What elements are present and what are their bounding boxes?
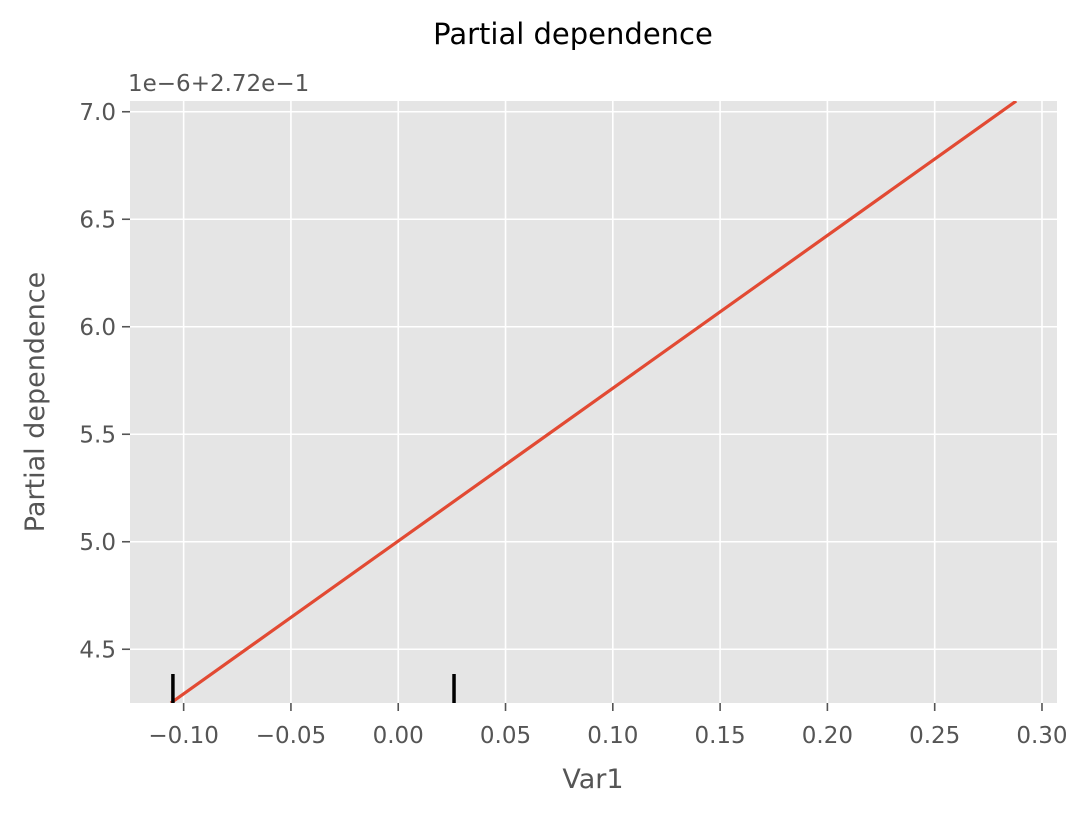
- x-axis-label: Var1: [562, 764, 623, 795]
- y-offset-label: 1e−6+2.72e−1: [128, 71, 309, 97]
- x-tick-label: 0.10: [587, 723, 638, 749]
- grid-lines: [130, 101, 1057, 703]
- y-tick-label: 5.0: [79, 530, 116, 556]
- y-tick-label: 7.0: [79, 100, 116, 126]
- x-tick-label: 0.05: [480, 723, 531, 749]
- x-tick-label: 0.20: [802, 723, 853, 749]
- y-tick-label: 4.5: [79, 637, 116, 663]
- axis-ticks: −0.10 −0.05 0.00 0.05 0.10 0.15 0.20 0.25 0.30 4.…: [79, 100, 1067, 749]
- x-tick-label: −0.10: [148, 723, 218, 749]
- series-layer: [169, 101, 1018, 703]
- x-tick-label: 0.00: [373, 723, 424, 749]
- x-tick-label: 0.25: [909, 723, 960, 749]
- y-tick-label: 6.0: [79, 315, 116, 341]
- series-line: [169, 101, 1018, 703]
- y-tick-label: 5.5: [79, 422, 116, 448]
- x-tick-label: 0.30: [1016, 723, 1067, 749]
- x-tick-label: −0.05: [256, 723, 326, 749]
- x-tick-label: 0.15: [694, 723, 745, 749]
- y-tick-label: 6.5: [79, 207, 116, 233]
- chart-title: Partial dependence: [433, 17, 713, 51]
- rug-marks: [171, 674, 456, 703]
- y-axis-label: Partial dependence: [20, 272, 51, 532]
